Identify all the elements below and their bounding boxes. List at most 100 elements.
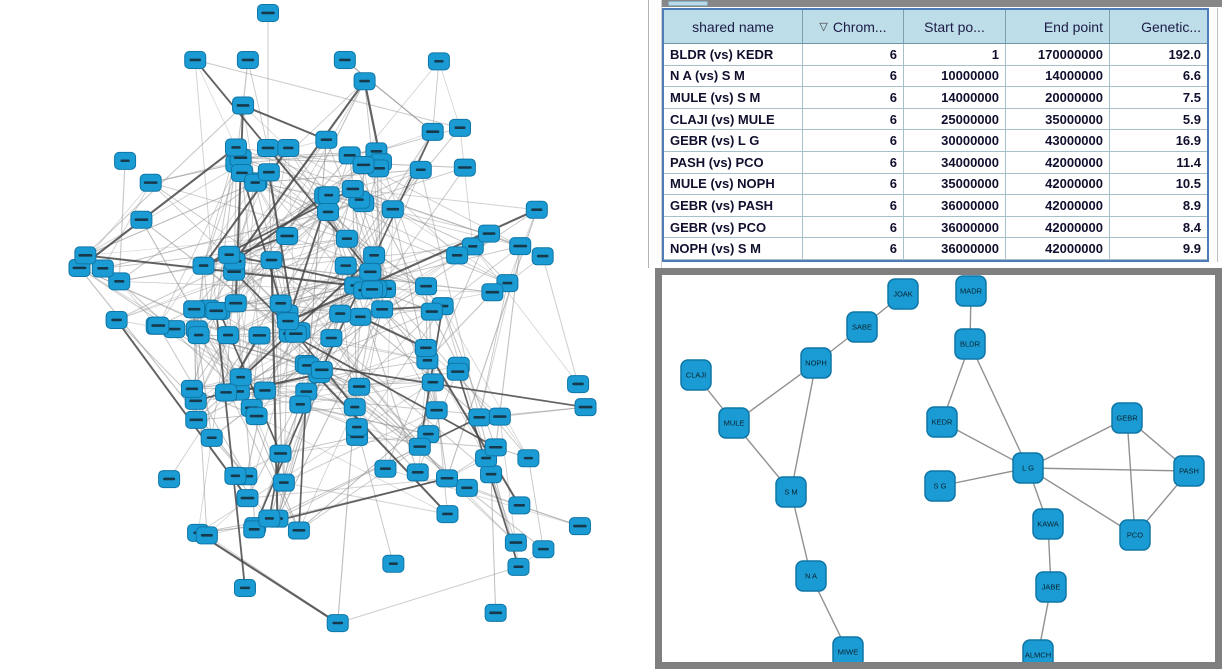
graph-node[interactable] [233, 578, 256, 597]
table-cell[interactable]: 14000000 [904, 87, 1006, 109]
graph-node[interactable] [105, 311, 128, 330]
graph-edge[interactable] [168, 392, 227, 480]
graph-edge[interactable] [459, 127, 474, 247]
graph-edge[interactable] [84, 105, 244, 256]
table-cell[interactable]: 6 [803, 65, 904, 88]
network-edge-GEBR-PCO[interactable] [1126, 417, 1136, 536]
graph-node[interactable] [180, 379, 203, 398]
graph-node[interactable] [195, 526, 218, 545]
table-cell[interactable]: 42000000 [1006, 216, 1110, 239]
graph-node[interactable] [421, 122, 444, 141]
graph-node[interactable] [329, 304, 352, 323]
graph-node[interactable] [320, 329, 343, 348]
table-row[interactable]: NOPH (vs) S M 6 36000000 42000000 9.9 [664, 238, 1207, 260]
table-cell[interactable]: 6 [803, 44, 904, 66]
table-cell[interactable]: MULE (vs) S M [664, 87, 803, 109]
table-cell[interactable]: 6 [803, 87, 904, 109]
graph-edge[interactable] [300, 286, 427, 405]
graph-node[interactable] [248, 326, 271, 345]
graph-edge[interactable] [286, 80, 366, 237]
graph-node[interactable] [224, 138, 247, 157]
graph-edge[interactable] [247, 59, 269, 149]
table-cell[interactable]: 36000000 [904, 195, 1006, 217]
graph-node[interactable] [91, 259, 114, 278]
graph-edge[interactable] [442, 245, 521, 307]
graph-edge[interactable] [283, 409, 437, 484]
table-cell[interactable]: BLDR (vs) KEDR [664, 44, 803, 66]
table-cell[interactable]: 192.0 [1110, 44, 1207, 66]
graph-edge[interactable] [321, 369, 468, 489]
graph-node[interactable] [139, 173, 162, 192]
table-cell[interactable]: 8.9 [1110, 195, 1207, 217]
graph-edge[interactable] [352, 188, 537, 211]
table-cell[interactable]: 8.4 [1110, 217, 1207, 239]
graph-edge[interactable] [150, 163, 237, 184]
graph-edge[interactable] [197, 531, 339, 624]
table-cell[interactable]: 20000000 [1006, 87, 1110, 109]
table-cell[interactable]: 6 [803, 195, 904, 217]
graph-node[interactable] [345, 418, 368, 437]
network-edge-L G-PASH[interactable] [1027, 467, 1190, 472]
graph-edge[interactable] [238, 391, 500, 418]
node-shape[interactable] [832, 636, 864, 662]
table-cell[interactable]: 6 [803, 130, 904, 152]
graph-node[interactable] [257, 4, 279, 22]
graph-node[interactable] [421, 373, 444, 392]
graph-edge[interactable] [356, 305, 443, 438]
node-shape[interactable] [926, 406, 958, 438]
table-cell[interactable]: 35000000 [904, 173, 1006, 196]
node-shape[interactable] [955, 275, 987, 307]
graph-edge[interactable] [150, 182, 348, 240]
graph-node[interactable] [436, 505, 459, 524]
graph-edge[interactable] [238, 147, 289, 392]
network-node-N A[interactable]: N A [795, 560, 827, 592]
graph-node[interactable] [517, 449, 540, 468]
graph-node[interactable] [108, 272, 131, 291]
node-shape[interactable] [954, 328, 986, 360]
table-cell[interactable]: CLAJI (vs) MULE [664, 108, 803, 131]
graph-edge[interactable] [490, 474, 497, 613]
table-cell[interactable]: 10000000 [904, 65, 1006, 88]
graph-edge[interactable] [442, 305, 529, 459]
graph-node[interactable] [183, 300, 206, 319]
node-shape[interactable] [1173, 455, 1205, 487]
table-cell[interactable]: NOPH (vs) S M [664, 238, 803, 260]
graph-node[interactable] [184, 51, 207, 69]
graph-node[interactable] [187, 326, 210, 345]
graph-edge[interactable] [385, 209, 394, 469]
graph-node[interactable] [436, 469, 459, 488]
table-cell[interactable]: 14000000 [1006, 65, 1110, 88]
graph-edge[interactable] [280, 436, 358, 455]
graph-edge[interactable] [150, 182, 341, 315]
graph-node[interactable] [484, 603, 507, 622]
graph-edge[interactable] [358, 386, 517, 543]
table-cell[interactable]: 34000000 [904, 151, 1006, 174]
graph-edge[interactable] [331, 337, 492, 475]
graph-node[interactable] [446, 246, 469, 265]
graph-node[interactable] [406, 463, 429, 482]
graph-edge[interactable] [198, 334, 309, 367]
network-edge-L G-PCO[interactable] [1027, 467, 1136, 536]
network-node-L G[interactable]: L G [1012, 452, 1044, 484]
graph-node[interactable] [409, 160, 432, 179]
graph-edge[interactable] [268, 80, 365, 173]
column-header-genetic[interactable]: Genetic... [1110, 10, 1207, 44]
graph-node[interactable] [425, 401, 448, 420]
vertical-scrollbar-track[interactable] [648, 0, 662, 268]
graph-edge[interactable] [196, 265, 205, 330]
network-node-MADR[interactable]: MADR [955, 275, 987, 307]
network-node-ALMCH[interactable]: ALMCH [1022, 639, 1054, 662]
table-cell[interactable]: GEBR (vs) PASH [664, 195, 803, 217]
graph-node[interactable] [381, 200, 404, 219]
graph-edge[interactable] [234, 260, 307, 365]
node-shape[interactable] [1032, 508, 1064, 540]
graph-node[interactable] [224, 466, 247, 485]
graph-edge[interactable] [288, 147, 394, 210]
graph-node[interactable] [568, 517, 591, 536]
graph-edge[interactable] [228, 139, 327, 256]
graph-edge[interactable] [426, 291, 493, 361]
network-node-CLAJI[interactable]: CLAJI [680, 359, 712, 391]
graph-node[interactable] [192, 256, 215, 275]
graph-node[interactable] [371, 300, 394, 319]
graph-node[interactable] [260, 251, 283, 270]
